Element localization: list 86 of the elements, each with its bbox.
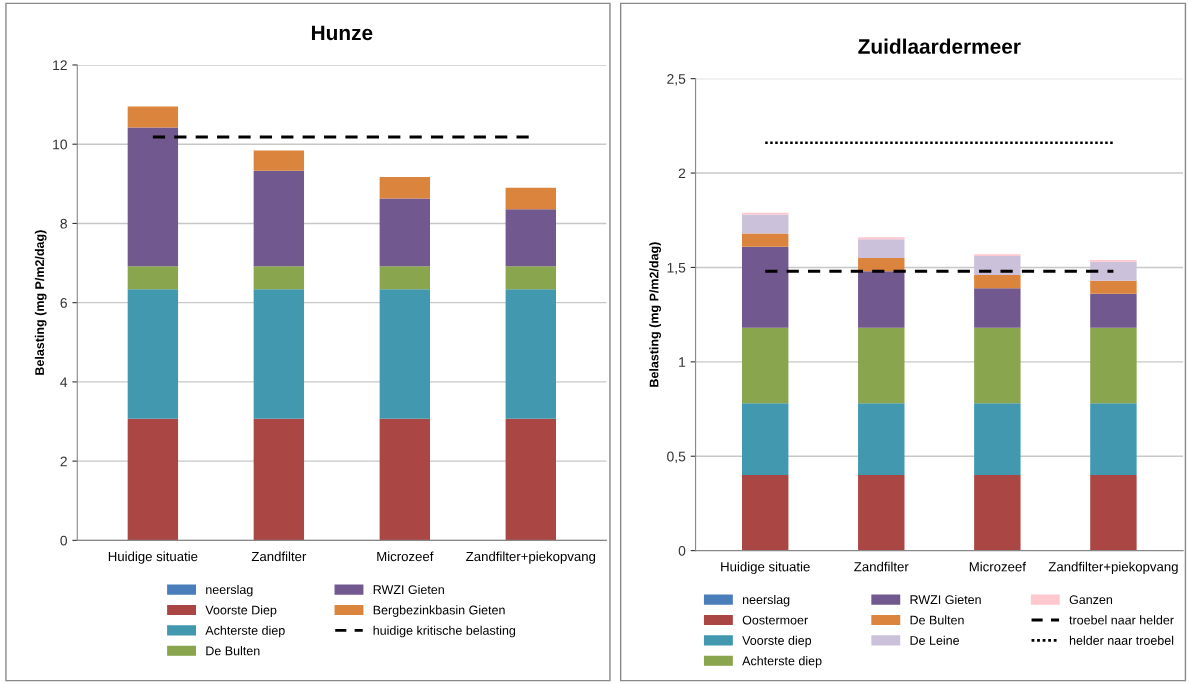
y-tick-label: 0 <box>678 545 686 556</box>
bar <box>505 266 556 290</box>
bar <box>974 403 1021 476</box>
bar <box>974 275 1021 289</box>
y-axis-title: Belasting (mg P/m2/dag) <box>649 242 661 387</box>
bar <box>127 266 179 290</box>
bar <box>1090 261 1137 281</box>
chart-title: Hunze <box>311 25 373 41</box>
bar <box>505 187 556 210</box>
x-tick-label: Huidige situatie <box>108 551 198 564</box>
bar <box>127 127 179 267</box>
legend-label: RWZI Gieten <box>910 594 981 605</box>
bar <box>127 106 179 128</box>
y-tick-label: 0 <box>60 535 68 546</box>
bar <box>379 177 431 199</box>
bar <box>1090 327 1137 404</box>
chart-title: Zuidlaardermeer <box>858 38 1021 54</box>
bar <box>858 475 905 551</box>
legend-label: neerslag <box>206 584 253 597</box>
bar <box>505 289 556 419</box>
y-tick-label: 4 <box>60 377 68 387</box>
y-tick-label: 2 <box>678 168 686 179</box>
bar <box>1090 293 1137 328</box>
y-tick-label: 1,5 <box>667 262 686 275</box>
legend-label: helder naar troebel <box>1069 635 1174 645</box>
y-tick-label: 6 <box>60 298 67 308</box>
x-tick-label: Microzeef <box>377 551 434 562</box>
bar <box>741 327 789 404</box>
x-tick-label: Zandfilter <box>854 561 909 572</box>
bar <box>127 418 179 541</box>
bar <box>858 403 905 476</box>
bar <box>379 198 431 267</box>
bar <box>741 233 789 247</box>
bar <box>253 418 305 541</box>
y-tick-label: 10 <box>53 139 68 150</box>
bar <box>974 288 1021 328</box>
legend-label: troebel naar helder <box>1069 615 1174 625</box>
x-tick-label: Zandfilter+piekopvang <box>466 551 596 564</box>
bar <box>741 214 789 234</box>
legend-label: neerslag <box>742 594 790 607</box>
bar <box>1090 475 1137 551</box>
bar <box>379 289 431 419</box>
bar <box>858 258 905 272</box>
x-tick-label: Microzeef <box>969 561 1026 572</box>
bar <box>741 403 789 476</box>
legend-label: Oostermoer <box>742 615 808 625</box>
bar <box>974 475 1021 551</box>
bar <box>1090 280 1137 294</box>
bar <box>253 266 305 290</box>
legend-label: De Bulten <box>910 615 964 625</box>
legend-label: huidige kritische belasting <box>373 625 516 638</box>
bar <box>127 289 179 419</box>
legend-label: Ganzen <box>1069 595 1113 605</box>
legend-label: Achterste diep <box>742 656 822 668</box>
y-tick-label: 2 <box>60 456 67 467</box>
bar <box>1090 403 1137 476</box>
bar <box>974 327 1021 404</box>
legend-label: De Bulten <box>206 646 260 656</box>
bar <box>741 246 789 328</box>
bar <box>858 239 905 258</box>
y-axis-title: Belasting (mg P/m2/dag) <box>34 230 47 375</box>
bar <box>974 256 1021 275</box>
bar <box>253 289 305 419</box>
bar <box>741 475 789 551</box>
bar <box>253 170 305 267</box>
legend-label: Achterste diep <box>205 625 285 638</box>
bar <box>858 327 905 404</box>
x-tick-label: Zandfilter <box>251 551 307 562</box>
bar <box>505 209 556 267</box>
y-tick-label: 8 <box>60 218 67 229</box>
y-tick-label: 1 <box>679 357 686 367</box>
bar <box>379 418 431 541</box>
x-tick-label: Zandfilter+piekopvang <box>1048 561 1178 575</box>
legend-label: RWZI Gieten <box>373 584 444 595</box>
legend-label: De Leine <box>910 635 960 645</box>
bar <box>858 271 905 328</box>
bar <box>505 418 556 541</box>
x-tick-label: Huidige situatie <box>721 561 810 575</box>
bar <box>253 150 305 171</box>
legend-label: Voorste Diep <box>205 605 277 617</box>
bar <box>379 266 431 290</box>
y-tick-label: 2,5 <box>667 73 686 86</box>
legend-label: Bergbezinkbasin Gieten <box>373 605 505 617</box>
y-tick-label: 12 <box>53 60 67 71</box>
y-tick-label: 0,5 <box>667 451 686 464</box>
legend-label: Voorste diep <box>742 635 812 648</box>
